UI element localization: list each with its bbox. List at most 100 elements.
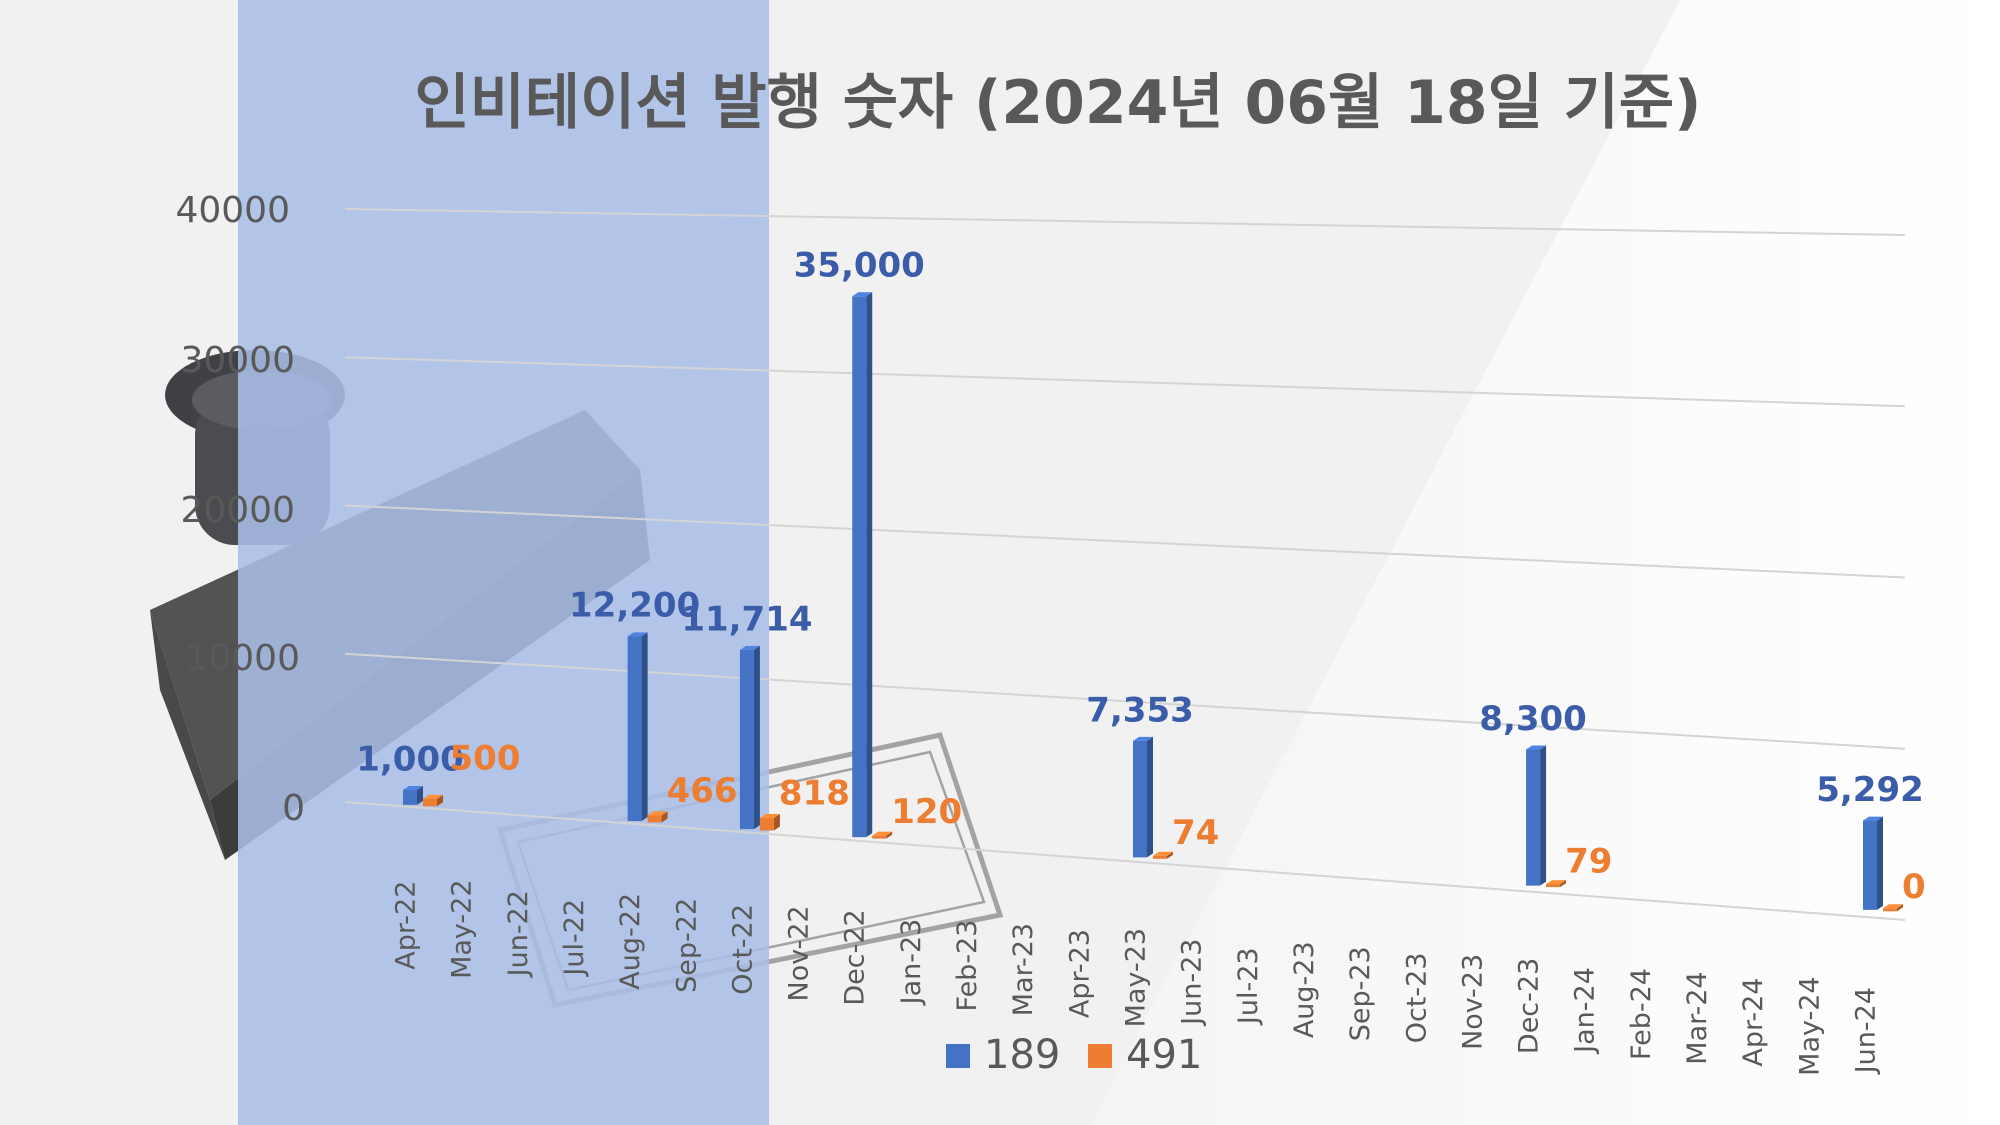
legend: 189 491 xyxy=(946,1032,1202,1078)
bar-189 xyxy=(1526,749,1541,886)
bar-top-189 xyxy=(627,632,648,637)
x-tick-label: Jun-24 xyxy=(1851,987,1882,1075)
x-tick-label: Apr-24 xyxy=(1738,978,1769,1067)
bar-side-189 xyxy=(641,632,648,822)
data-label-491: 466 xyxy=(667,771,738,811)
bar-side-491 xyxy=(1560,880,1567,888)
bar-side-491 xyxy=(773,813,780,831)
gridline xyxy=(344,801,1906,921)
x-tick-label: Dec-22 xyxy=(840,909,871,1005)
bar-top-189 xyxy=(739,645,760,650)
bar-189 xyxy=(1133,740,1147,858)
bar-189 xyxy=(739,649,754,830)
bar-side-189 xyxy=(417,786,423,805)
bar-top-491 xyxy=(872,831,893,836)
bar-189 xyxy=(852,296,867,838)
x-tick-label: Mar-24 xyxy=(1682,971,1713,1064)
bar-top-491 xyxy=(1883,904,1903,909)
bar-side-491 xyxy=(886,831,893,839)
bar-189 xyxy=(1863,820,1877,910)
data-label-491: 0 xyxy=(1902,867,1926,907)
gridline xyxy=(344,504,1906,579)
data-label-491: 500 xyxy=(450,738,521,778)
x-tick-label: May-22 xyxy=(447,879,478,978)
x-tick-label: Nov-23 xyxy=(1457,954,1488,1050)
data-label-189: 12,200 xyxy=(569,586,700,626)
bar-491 xyxy=(647,815,662,823)
chart-title: 인비테이션 발행 숫자 (2024년 06월 18일 기준) xyxy=(415,68,1702,138)
bar-491 xyxy=(423,798,437,807)
bar-top-189 xyxy=(852,292,873,297)
x-tick-label: Aug-23 xyxy=(1289,941,1320,1038)
legend-swatch-189 xyxy=(946,1044,970,1068)
legend-label-189: 189 xyxy=(984,1032,1060,1078)
x-tick-label: Sep-22 xyxy=(671,898,702,993)
y-tick-label: 20000 xyxy=(180,490,295,531)
bar-side-189 xyxy=(1540,745,1547,886)
data-label-491: 120 xyxy=(891,792,962,832)
bar-189 xyxy=(403,790,417,805)
bar-side-189 xyxy=(866,292,873,838)
bar-top-491 xyxy=(1153,851,1173,856)
x-tick-label: Apr-23 xyxy=(1064,929,1095,1018)
bar-top-491 xyxy=(647,811,668,816)
x-tick-label: Jul-23 xyxy=(1233,947,1264,1026)
y-axis: 0 10000 20000 30000 40000 xyxy=(175,190,305,829)
x-tick-label: Jan-24 xyxy=(1570,967,1601,1055)
data-label-189: 7,353 xyxy=(1086,690,1194,730)
y-tick-label: 30000 xyxy=(180,340,295,381)
x-tick-label: Mar-23 xyxy=(1008,923,1039,1016)
data-label-189: 8,300 xyxy=(1479,699,1587,739)
blue-overlay-panel xyxy=(238,0,769,1125)
bar-side-491 xyxy=(437,794,443,807)
x-tick-label: Sep-23 xyxy=(1345,946,1376,1041)
x-axis: Apr-22 May-22 Jun-22 Jul-22 Aug-22 Sep-22 Oct-… xyxy=(391,879,1882,1075)
bar-side-189 xyxy=(1877,816,1883,910)
bar-side-491 xyxy=(661,811,668,823)
data-label-189: 1,000 xyxy=(356,740,464,780)
data-label-491: 74 xyxy=(1172,813,1219,853)
legend-label-491: 491 xyxy=(1126,1032,1202,1078)
data-label-189: 11,714 xyxy=(681,599,812,639)
bar-189 xyxy=(627,636,642,822)
bars xyxy=(403,292,1903,912)
x-tick-label: Feb-24 xyxy=(1626,968,1657,1060)
x-tick-label: Nov-22 xyxy=(784,905,815,1001)
bar-side-491 xyxy=(1897,904,1903,912)
bar-top-491 xyxy=(1546,880,1567,885)
bar-491 xyxy=(872,835,887,839)
data-label-491: 79 xyxy=(1565,841,1612,881)
x-tick-label: Jul-22 xyxy=(559,899,590,978)
data-label-189: 35,000 xyxy=(794,245,925,285)
gridline xyxy=(344,652,1906,750)
x-tick-label: Feb-23 xyxy=(952,920,983,1012)
data-label-189: 5,292 xyxy=(1816,770,1924,810)
x-tick-label: Jun-23 xyxy=(1177,939,1208,1027)
x-tick-label: May-23 xyxy=(1121,928,1152,1027)
bar-491 xyxy=(1546,884,1561,888)
x-tick-label: Jan-23 xyxy=(896,919,927,1007)
x-tick-label: May-24 xyxy=(1794,976,1825,1075)
bar-side-491 xyxy=(1167,851,1173,859)
bar-top-189 xyxy=(1863,816,1883,821)
bar-491 xyxy=(1883,908,1897,912)
bar-side-189 xyxy=(753,645,760,830)
bar-top-491 xyxy=(759,813,780,818)
data-label-491: 818 xyxy=(779,773,850,813)
gridline xyxy=(344,356,1906,408)
x-tick-label: Dec-23 xyxy=(1514,958,1545,1054)
bar-491 xyxy=(1153,855,1167,859)
gridlines xyxy=(344,208,1906,921)
bar-side-189 xyxy=(1147,736,1153,858)
gridline xyxy=(344,208,1906,236)
bar-top-189 xyxy=(1526,745,1547,750)
bar-491 xyxy=(759,817,774,831)
x-tick-label: Jun-22 xyxy=(503,890,534,978)
y-tick-label: 40000 xyxy=(175,190,290,231)
legend-swatch-491 xyxy=(1088,1044,1112,1068)
bar-top-491 xyxy=(423,794,443,799)
x-tick-label: Oct-23 xyxy=(1401,952,1432,1043)
